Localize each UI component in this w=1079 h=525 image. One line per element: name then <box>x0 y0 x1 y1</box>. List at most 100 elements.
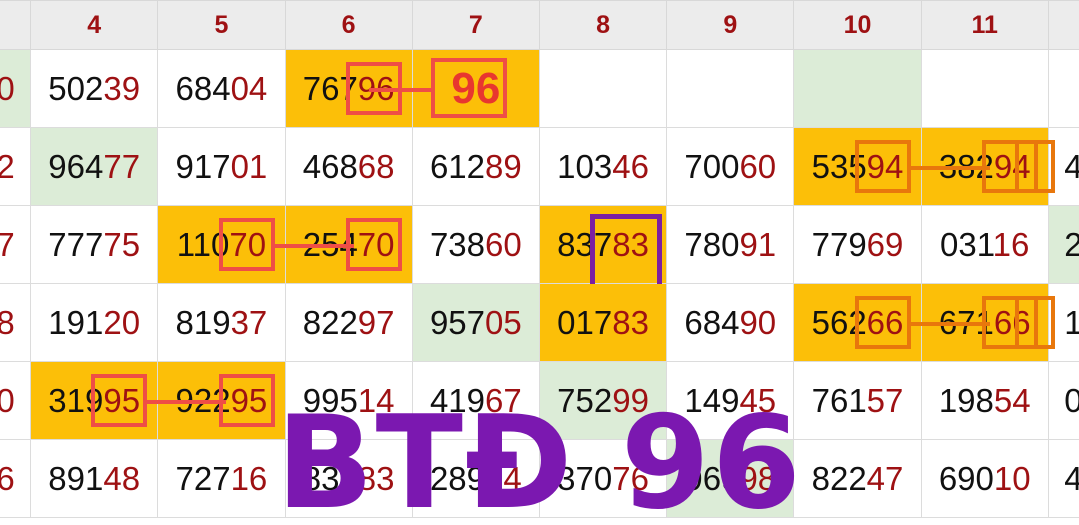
column-header-6[interactable]: 6 <box>284 0 413 50</box>
number-cell[interactable]: 11070 <box>157 205 286 284</box>
number-tail: 83 <box>612 225 649 263</box>
number-head: 779 <box>811 225 867 263</box>
number-cell[interactable]: 96 <box>368 49 540 128</box>
column-header-partial-right[interactable] <box>1047 0 1079 50</box>
number-head: 891 <box>48 459 104 497</box>
number-cell[interactable]: 83883 <box>284 439 413 518</box>
number-cell[interactable]: 77969 <box>793 205 922 284</box>
number-head: 780 <box>684 225 740 263</box>
number-cell[interactable]: 2 <box>0 127 32 206</box>
number-head: 690 <box>938 459 994 497</box>
number-cell[interactable]: 0 <box>1047 361 1079 440</box>
number-cell[interactable]: 37076 <box>538 439 668 518</box>
table-row: 0 31995 92295 99514 41967 75299 14945 76157 1985… <box>0 361 1079 440</box>
number-head: 191 <box>48 303 104 341</box>
number-head: 254 <box>302 225 358 263</box>
number-tail: 89 <box>485 147 522 185</box>
number-cell[interactable]: 76796 <box>284 49 413 128</box>
column-header-partial-left[interactable] <box>0 0 32 50</box>
number-cell[interactable]: 53594 <box>793 127 922 206</box>
number-head: 957 <box>429 303 486 341</box>
number-cell[interactable]: 7 <box>0 205 32 284</box>
number-cell[interactable] <box>793 49 922 128</box>
number-cell[interactable] <box>920 49 1049 128</box>
number-cell[interactable]: 99514 <box>284 361 413 440</box>
number-head: 4 <box>1064 147 1079 185</box>
number-cell[interactable]: 77775 <box>30 205 159 284</box>
number-cell[interactable]: 56266 <box>793 283 922 362</box>
number-cell[interactable]: 10346 <box>538 127 668 206</box>
number-cell[interactable]: 78091 <box>666 205 795 284</box>
number-cell[interactable]: 76157 <box>793 361 922 440</box>
number-head: 198 <box>938 381 994 419</box>
number-head: 031 <box>940 225 993 263</box>
number-cell[interactable]: 38294 <box>907 127 1049 206</box>
number-tail: 91 <box>739 225 777 263</box>
table-row: 2 96477 91701 46868 61289 10346 70060 53594 3829… <box>0 127 1079 206</box>
number-cell[interactable]: 69010 <box>920 439 1049 518</box>
number-cell[interactable]: 89148 <box>30 439 159 518</box>
number-cell[interactable]: 14945 <box>666 361 795 440</box>
number-cell[interactable]: 68490 <box>666 283 795 362</box>
number-cell[interactable]: 03116 <box>920 205 1049 284</box>
number-head: 922 <box>175 381 231 419</box>
number-cell[interactable]: 19120 <box>30 283 159 362</box>
number-cell[interactable]: 68404 <box>157 49 286 128</box>
number-cell[interactable]: 96477 <box>30 127 159 206</box>
number-cell[interactable]: 91701 <box>157 127 286 206</box>
number-cell[interactable]: 81937 <box>157 283 286 362</box>
number-head: 110 <box>176 225 230 263</box>
number-cell[interactable]: 83783 <box>538 205 668 344</box>
number-cell[interactable]: 72716 <box>157 439 286 518</box>
number-cell[interactable]: 82297 <box>284 283 413 362</box>
column-header-8[interactable]: 8 <box>538 0 668 50</box>
table-row: 7 77775 11070 25470 73860 83783 78091 77969 0311… <box>0 205 1079 344</box>
number-cell[interactable]: 25470 <box>271 205 413 284</box>
number-cell[interactable]: 50239 <box>30 49 159 128</box>
number-head: 370 <box>557 459 613 497</box>
number-cell[interactable]: 61289 <box>411 127 540 206</box>
column-header-11[interactable]: 11 <box>920 0 1049 50</box>
number-tail: 77 <box>103 147 141 185</box>
table-header: 4 5 6 7 8 9 10 11 <box>0 0 1079 50</box>
number-cell[interactable]: 0 <box>0 49 32 128</box>
number-cell[interactable]: 75299 <box>538 361 668 440</box>
number-cell[interactable]: 41967 <box>411 361 540 440</box>
column-header-10[interactable]: 10 <box>793 0 922 50</box>
number-cell[interactable] <box>666 49 795 128</box>
number-tail: 16 <box>230 459 268 497</box>
number-cell[interactable]: 46868 <box>284 127 413 206</box>
number-tail: 66 <box>993 303 1031 341</box>
number-tail: 8 <box>0 303 15 341</box>
number-cell[interactable]: 1 <box>1014 283 1079 362</box>
column-header-7[interactable]: 7 <box>411 0 540 50</box>
number-cell[interactable]: 01783 <box>538 283 668 362</box>
number-cell[interactable] <box>538 49 668 128</box>
number-tail: 48 <box>103 459 141 497</box>
number-tail: 54 <box>993 381 1031 419</box>
number-cell[interactable]: 82247 <box>793 439 922 518</box>
number-tail: 04 <box>230 69 268 107</box>
number-cell[interactable]: 4 <box>1047 439 1079 518</box>
number-cell[interactable]: 96998 <box>666 439 795 518</box>
number-cell[interactable]: 95705 <box>411 283 540 362</box>
number-cell[interactable]: 19854 <box>920 361 1049 440</box>
number-cell[interactable]: 70060 <box>666 127 795 206</box>
number-cell[interactable] <box>1047 49 1079 128</box>
number-cell[interactable]: 73860 <box>411 205 540 284</box>
number-cell[interactable]: 8 <box>0 283 32 362</box>
number-cell[interactable]: 67166 <box>907 283 1049 362</box>
column-header-4[interactable]: 4 <box>30 0 159 50</box>
number-cell[interactable]: 2 <box>1047 205 1079 284</box>
column-header-9[interactable]: 9 <box>666 0 795 50</box>
column-header-5[interactable]: 5 <box>157 0 286 50</box>
number-head: 819 <box>175 303 231 341</box>
number-cell[interactable]: 28994 <box>411 439 540 518</box>
number-tail: 01 <box>230 147 268 185</box>
number-cell[interactable]: 31995 <box>30 361 159 440</box>
number-cell[interactable]: 6 <box>0 439 32 518</box>
number-cell[interactable]: 0 <box>0 361 32 440</box>
number-head: 727 <box>175 459 231 497</box>
number-cell[interactable]: 4 <box>1014 127 1079 206</box>
number-cell[interactable]: 92295 <box>144 361 286 440</box>
